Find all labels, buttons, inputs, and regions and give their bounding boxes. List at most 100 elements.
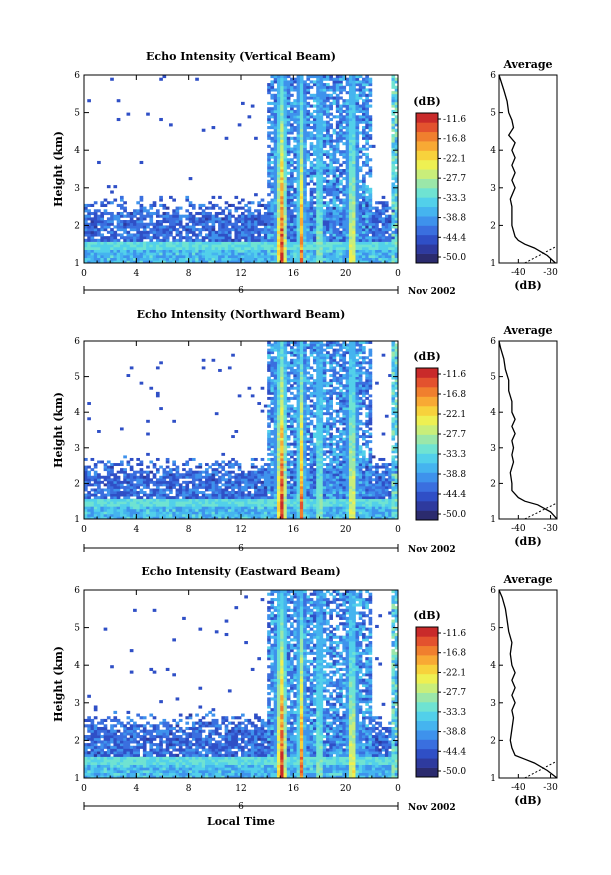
heatmap-cell xyxy=(208,480,212,484)
heatmap-cell xyxy=(273,475,278,479)
heatmap-cell xyxy=(306,83,311,87)
heatmap-cell xyxy=(270,109,275,113)
heatmap-cell xyxy=(270,238,275,242)
heatmap-cell xyxy=(335,236,340,240)
heatmap-cell xyxy=(123,485,127,489)
heatmap-cell xyxy=(218,249,222,253)
heatmap-cell xyxy=(283,480,288,484)
heatmap-cell xyxy=(290,104,294,108)
heatmap-cell xyxy=(332,152,337,156)
heatmap-cell xyxy=(152,236,157,240)
heatmap-cell xyxy=(129,506,134,510)
heatmap-cell xyxy=(286,457,291,461)
heatmap-cell xyxy=(224,470,229,474)
heatmap-cell xyxy=(155,511,160,515)
heatmap-cell xyxy=(316,190,320,194)
heatmap-cell xyxy=(162,220,167,224)
heatmap-cell xyxy=(384,238,389,242)
y-tick-label: 2 xyxy=(74,221,80,231)
heatmap-cell xyxy=(142,228,147,232)
heatmap-cell xyxy=(329,206,333,210)
heatmap-cell xyxy=(283,101,288,105)
heatmap-cell xyxy=(267,254,271,259)
heatmap-cell xyxy=(211,516,216,519)
heatmap-cell xyxy=(126,493,131,497)
heatmap-cell xyxy=(254,480,258,484)
heatmap-cell xyxy=(316,225,320,229)
heatmap-cell xyxy=(394,220,398,224)
heatmap-cell xyxy=(270,252,275,256)
heatmap-cell xyxy=(224,233,229,237)
heatmap-cell xyxy=(188,214,193,218)
heatmap-cell xyxy=(136,493,140,497)
heatmap-cell xyxy=(84,511,88,515)
heatmap-cell xyxy=(290,508,294,512)
heatmap-cell xyxy=(270,228,275,232)
heatmap-cell xyxy=(175,217,180,221)
heatmap-cell xyxy=(375,201,379,205)
heatmap-cell xyxy=(172,506,176,510)
heatmap-cell xyxy=(250,475,255,479)
heatmap-cell xyxy=(280,465,284,469)
heatmap-cell xyxy=(165,465,170,469)
heatmap-cell xyxy=(342,241,347,245)
heatmap-cell xyxy=(335,179,340,183)
heatmap-cell xyxy=(309,112,314,116)
heatmap-cell xyxy=(375,206,379,210)
heatmap-cell xyxy=(201,254,206,259)
heatmap-cell xyxy=(329,225,333,229)
heatmap-cell xyxy=(175,241,180,245)
heatmap-cell xyxy=(362,85,366,89)
heatmap-cell xyxy=(290,260,294,263)
heatmap-cell xyxy=(345,126,350,130)
heatmap-cell xyxy=(214,485,219,489)
heatmap-cell xyxy=(348,246,353,250)
heatmap-cell xyxy=(358,260,363,263)
heatmap-cell xyxy=(290,249,294,253)
profile-x-tick-label: -30 xyxy=(543,268,558,278)
heatmap-cell xyxy=(276,233,281,237)
heatmap-cell xyxy=(371,257,376,261)
heatmap-cell xyxy=(306,241,311,245)
heatmap-cell xyxy=(149,508,154,512)
heatmap-cell xyxy=(110,506,114,510)
heatmap-cell xyxy=(93,488,98,492)
heatmap-cell xyxy=(391,214,396,218)
heatmap-cell xyxy=(296,142,301,146)
heatmap-cell xyxy=(388,220,392,224)
heatmap-cell xyxy=(391,163,396,167)
heatmap-cell xyxy=(283,225,288,229)
heatmap-cell xyxy=(273,363,278,367)
heatmap-cell xyxy=(270,358,275,362)
heatmap-cell xyxy=(345,246,350,250)
heatmap-cell xyxy=(208,252,212,256)
heatmap-cell xyxy=(159,230,163,234)
heatmap-cell xyxy=(299,214,304,218)
heatmap-cell xyxy=(234,485,239,489)
heatmap-cell xyxy=(339,257,343,261)
heatmap-cell xyxy=(290,123,294,127)
heatmap-cell xyxy=(188,506,193,510)
heatmap-cell xyxy=(391,241,396,245)
heatmap-cell xyxy=(270,368,275,372)
heatmap-cell xyxy=(136,217,140,221)
heatmap-cell xyxy=(280,75,284,79)
heatmap-cell xyxy=(293,203,297,207)
heatmap-cell xyxy=(224,463,229,466)
heatmap-cell xyxy=(283,177,288,181)
heatmap-cell xyxy=(116,254,121,259)
heatmap-cell xyxy=(106,468,111,472)
heatmap-cell xyxy=(303,142,307,146)
heatmap-cell xyxy=(116,470,121,474)
heatmap-cell xyxy=(283,396,288,400)
heatmap-cell xyxy=(342,238,347,242)
heatmap-cell xyxy=(123,501,127,505)
heatmap-cell xyxy=(211,203,216,207)
heatmap-cell xyxy=(342,136,347,140)
heatmap-cell xyxy=(234,244,239,248)
heatmap-cell xyxy=(218,244,222,248)
heatmap-cell xyxy=(362,152,366,156)
heatmap-cell xyxy=(303,169,307,173)
heatmap-cell xyxy=(139,198,144,202)
heatmap-cell xyxy=(106,217,111,221)
